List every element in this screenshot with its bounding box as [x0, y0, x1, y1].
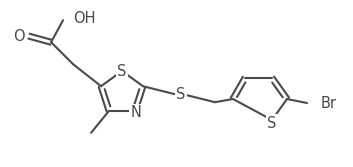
Text: S: S	[117, 63, 127, 78]
Text: S: S	[176, 87, 186, 102]
Text: O: O	[13, 29, 25, 44]
Text: S: S	[267, 116, 277, 130]
Text: N: N	[131, 105, 141, 120]
Text: Br: Br	[321, 96, 337, 111]
Text: OH: OH	[73, 11, 96, 26]
